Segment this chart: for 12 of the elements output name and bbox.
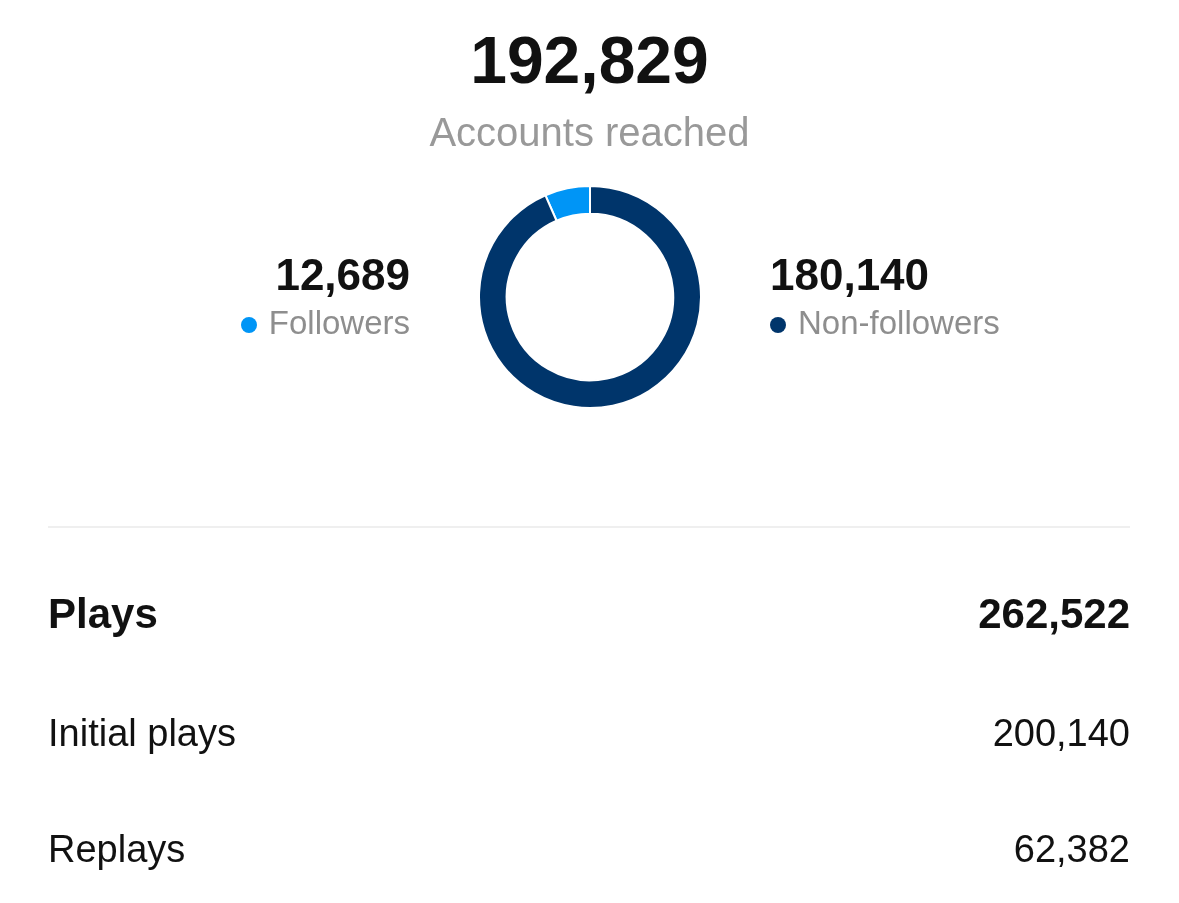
- category-label: Replays: [48, 828, 186, 871]
- text: 262,522: [978, 590, 1130, 637]
- text: 62,382: [1013, 828, 1130, 870]
- legend-label: Followers: [268, 304, 410, 341]
- legend-label: Non-followers: [798, 304, 1000, 341]
- data-label: 12,689: [274, 250, 410, 300]
- text: 200,140: [992, 712, 1130, 754]
- chart-subtitle: Accounts reached: [428, 110, 751, 155]
- category-label: Initial plays: [48, 712, 236, 755]
- category-label: Plays: [48, 590, 158, 638]
- data-label: 180,140: [770, 250, 931, 300]
- chart-title: 192,829: [469, 22, 710, 98]
